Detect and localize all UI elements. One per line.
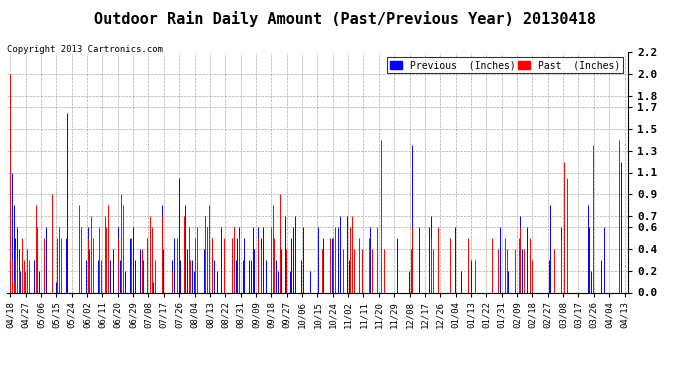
- Legend: Previous  (Inches), Past  (Inches): Previous (Inches), Past (Inches): [387, 57, 623, 73]
- Text: Copyright 2013 Cartronics.com: Copyright 2013 Cartronics.com: [7, 45, 163, 54]
- Text: Outdoor Rain Daily Amount (Past/Previous Year) 20130418: Outdoor Rain Daily Amount (Past/Previous…: [94, 11, 596, 27]
